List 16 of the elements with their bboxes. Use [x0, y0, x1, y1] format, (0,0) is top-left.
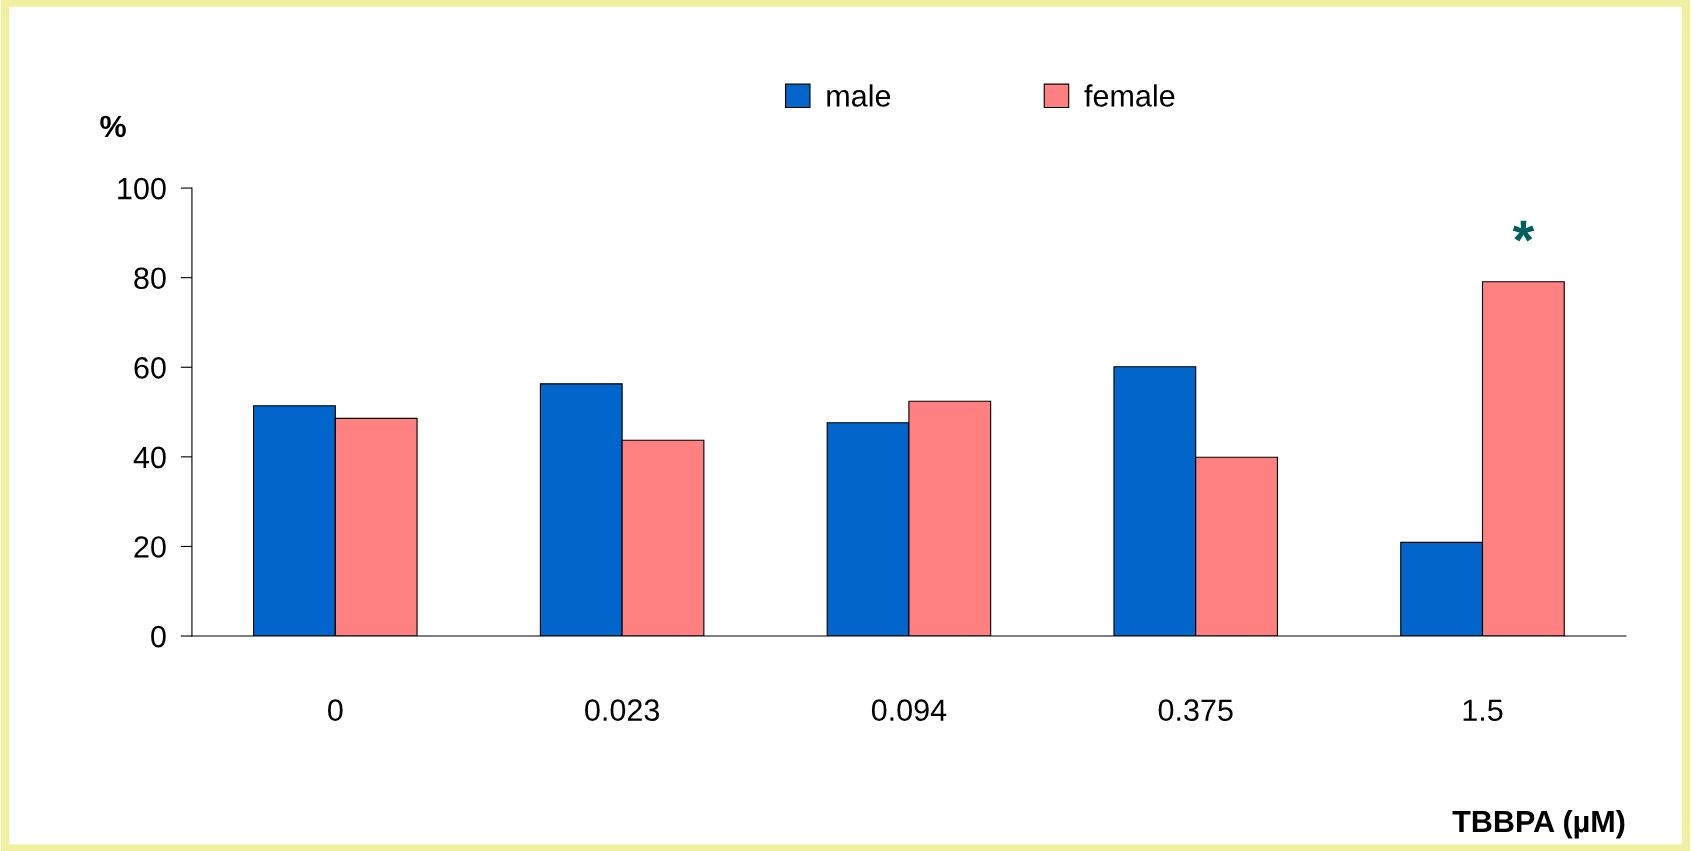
- annotation: *: [1512, 220, 1535, 242]
- x-tick-label: 0.094: [871, 699, 947, 721]
- x-tick-label: 0: [328, 699, 343, 721]
- y-tick-label: 0: [151, 625, 166, 648]
- y-tick-label: 80: [134, 267, 166, 290]
- y-tick-label: 60: [134, 356, 166, 379]
- x-tick-label: 1.5: [1463, 699, 1503, 721]
- x-tick-label: 0.375: [1158, 699, 1233, 721]
- x-tick-label: 0.023: [585, 699, 660, 721]
- y-tick-label: 40: [133, 446, 166, 469]
- legend-label: male: [827, 84, 891, 107]
- y-tick-label: 100: [118, 177, 166, 200]
- x-axis-title: TBBPA (µM): [1452, 809, 1625, 839]
- legend-label: female: [1084, 84, 1175, 107]
- y-tick-label: 20: [134, 536, 166, 558]
- y-axis-title: %: [100, 115, 126, 138]
